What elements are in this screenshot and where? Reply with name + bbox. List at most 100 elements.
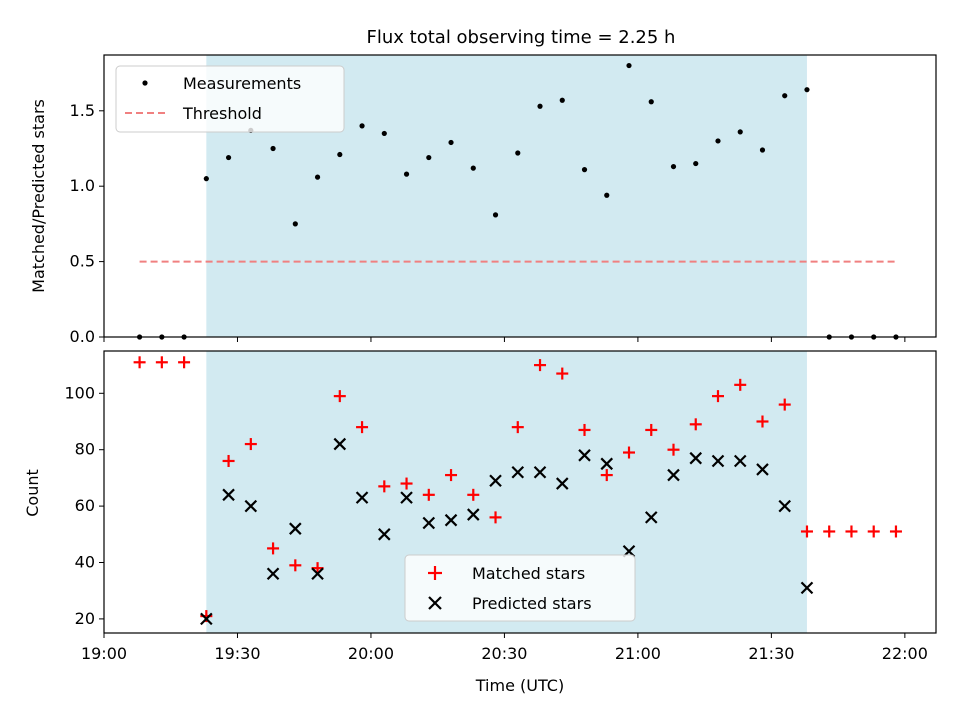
top-y-axis-label: Matched/Predicted stars [29, 99, 48, 293]
matched-star-point [289, 559, 302, 572]
matched-star-point [600, 469, 613, 482]
predicted-star-stroke [400, 491, 413, 504]
y-tick-label: 0.5 [70, 252, 95, 271]
matched-star-point [178, 356, 191, 369]
measurement-point [604, 192, 610, 198]
measurement-point [626, 62, 632, 69]
matched-star-point [333, 390, 346, 403]
measurement-point [448, 139, 454, 146]
measurement-point [225, 154, 232, 161]
matched-star-point [222, 454, 235, 467]
matched-star-point [823, 525, 836, 538]
predicted-star-point [467, 508, 480, 521]
predicted-star-point [644, 511, 658, 524]
matched-star-point [400, 477, 413, 490]
legend-matched-label: Matched stars [472, 564, 585, 583]
predicted-star-stroke [800, 581, 814, 595]
predicted-star-stroke [600, 457, 614, 471]
predicted-star-point [400, 491, 413, 504]
predicted-star-point [667, 468, 680, 482]
measurement-point [782, 93, 788, 99]
measurement-point [515, 150, 521, 156]
y-tick-label: 80 [75, 440, 95, 459]
predicted-star-stroke [667, 468, 680, 482]
predicted-star-stroke [244, 499, 258, 513]
x-tick-label: 21:00 [615, 644, 661, 663]
legend-threshold-label: Threshold [182, 104, 262, 123]
legend-predicted-label: Predicted stars [472, 594, 592, 613]
x-tick-label: 22:00 [882, 644, 928, 663]
predicted-star-stroke [756, 463, 769, 476]
matched-star-point [511, 421, 524, 434]
bottom-x-axis-ticks: 19:00 19:30 20:00 20:30 21:00 21:30 22:00 [81, 633, 928, 663]
measurement-point [470, 165, 476, 171]
predicted-star-point [355, 491, 369, 504]
measurement-point [715, 138, 721, 144]
measurement-point [403, 171, 410, 177]
legend-predicted-marker [428, 596, 442, 610]
predicted-star-point [311, 567, 324, 581]
predicted-star-stroke [467, 508, 480, 521]
matched-star-point [445, 469, 458, 482]
predicted-star-stroke [355, 491, 369, 504]
measurement-point [337, 151, 343, 158]
bottom-panel: 20 40 60 80 100 19:00 19:30 20:00 20:30 21:00 21:… [23, 350, 937, 695]
measurement-point [559, 97, 565, 103]
bottom-legend-box [404, 554, 636, 622]
measurement-point [203, 176, 209, 182]
measurement-point [314, 174, 321, 180]
y-tick-label: 60 [75, 496, 95, 515]
predicted-star-stroke [444, 513, 458, 527]
bottom-legend: Matched stars Predicted stars [404, 554, 636, 622]
predicted-star-point [711, 454, 725, 468]
x-tick-label: 20:00 [348, 644, 394, 663]
matched-star-point [623, 446, 636, 459]
x-tick-label: 21:30 [748, 644, 794, 663]
x-tick-label: 20:30 [481, 644, 527, 663]
predicted-star-point [756, 463, 769, 476]
predicted-star-point [266, 567, 280, 581]
predicted-star-point [422, 516, 436, 530]
y-tick-label: 40 [75, 553, 95, 572]
y-tick-label: 0.0 [70, 327, 95, 346]
predicted-star-point [511, 465, 525, 479]
predicted-star-stroke [333, 437, 347, 451]
matched-star-point [378, 480, 391, 493]
matched-star-point [711, 390, 724, 403]
top-legend: Measurements Threshold [115, 65, 345, 133]
measurement-point [804, 87, 810, 93]
measurement-point [759, 147, 766, 153]
predicted-stars-layer [200, 437, 814, 626]
measurement-point [670, 163, 677, 170]
matched-star-point [667, 443, 680, 456]
predicted-star-stroke [689, 451, 703, 465]
predicted-star-point [555, 477, 569, 490]
matched-star-point [689, 418, 702, 431]
matched-star-point [778, 398, 791, 411]
predicted-star-point [444, 513, 458, 527]
x-axis-label: Time (UTC) [475, 676, 564, 695]
predicted-star-stroke [578, 449, 591, 462]
matched-star-point [422, 488, 435, 501]
measurement-point [359, 123, 365, 129]
bottom-plot-frame [103, 350, 937, 634]
measurement-point [426, 154, 432, 161]
matched-star-point [133, 356, 146, 369]
top-legend-box [115, 65, 345, 133]
top-y-axis-ticks: 0.0 0.5 1.0 1.5 [70, 101, 104, 346]
bottom-y-axis-ticks: 20 40 60 80 100 [64, 383, 104, 628]
predicted-star-point [733, 454, 747, 468]
predicted-star-stroke [311, 567, 324, 581]
measurement-point [693, 160, 699, 167]
matched-star-point [244, 438, 257, 451]
legend-measurements-label: Measurements [183, 74, 301, 93]
matched-star-point [889, 525, 902, 538]
measurement-point [581, 167, 588, 173]
matched-star-point [734, 378, 747, 391]
predicted-star-stroke [733, 454, 747, 468]
matched-star-point [534, 359, 547, 372]
top-chart-title: Flux total observing time = 2.25 h [367, 27, 676, 48]
predicted-star-stroke [222, 488, 235, 502]
matched-star-point [800, 525, 813, 538]
